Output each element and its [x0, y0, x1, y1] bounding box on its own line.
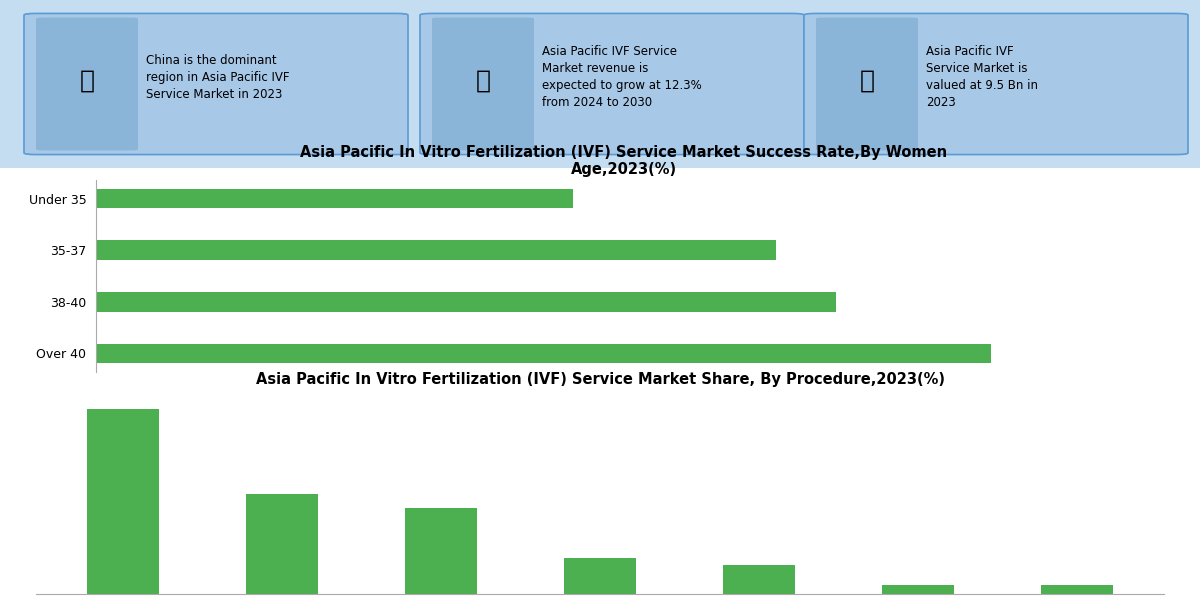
Text: 📊: 📊 — [79, 68, 95, 92]
Bar — [882, 585, 954, 594]
FancyBboxPatch shape — [24, 13, 408, 155]
FancyBboxPatch shape — [432, 17, 534, 151]
Bar — [88, 409, 158, 594]
Bar — [406, 508, 476, 594]
Title: Asia Pacific In Vitro Fertilization (IVF) Service Market Success Rate,By Women
A: Asia Pacific In Vitro Fertilization (IVF… — [300, 145, 948, 178]
Bar — [246, 494, 318, 594]
Text: 🥧: 🥧 — [475, 68, 491, 92]
Text: China is the dominant
region in Asia Pacific IVF
Service Market in 2023: China is the dominant region in Asia Pac… — [146, 54, 290, 101]
FancyBboxPatch shape — [0, 0, 1200, 168]
Bar — [564, 559, 636, 594]
Bar — [724, 565, 794, 594]
FancyBboxPatch shape — [816, 17, 918, 151]
FancyBboxPatch shape — [804, 13, 1188, 155]
Bar — [96, 292, 835, 311]
Title: Asia Pacific In Vitro Fertilization (IVF) Service Market Share, By Procedure,202: Asia Pacific In Vitro Fertilization (IVF… — [256, 373, 944, 388]
Bar — [1042, 585, 1112, 594]
Text: Asia Pacific IVF
Service Market is
valued at 9.5 Bn in
2023: Asia Pacific IVF Service Market is value… — [926, 45, 1038, 109]
Text: Asia Pacific IVF Service
Market revenue is
expected to grow at 12.3%
from 2024 t: Asia Pacific IVF Service Market revenue … — [542, 45, 702, 109]
Text: 🎯: 🎯 — [859, 68, 875, 92]
Bar — [96, 189, 574, 208]
Bar — [96, 344, 991, 363]
FancyBboxPatch shape — [36, 17, 138, 151]
Bar — [96, 241, 776, 260]
FancyBboxPatch shape — [420, 13, 804, 155]
